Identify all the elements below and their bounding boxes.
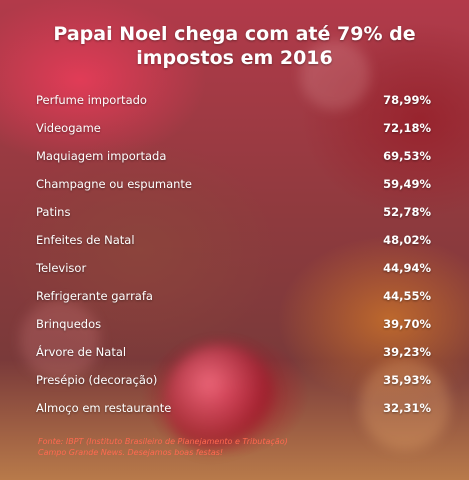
row-label: Patins — [36, 205, 71, 219]
footnote-line-1: Fonte: IBPT (Instituto Brasileiro de Pla… — [38, 437, 288, 446]
row-label: Videogame — [36, 121, 101, 135]
row-label: Presépio (decoração) — [36, 373, 158, 387]
row-value: 39,23% — [383, 345, 431, 359]
row-value: 59,49% — [383, 177, 431, 191]
source-footnote: Fonte: IBPT (Instituto Brasileiro de Pla… — [38, 436, 288, 458]
table-row: Maquiagem importada 69,53% — [0, 146, 469, 166]
table-row: Presépio (decoração) 35,93% — [0, 370, 469, 390]
row-label: Árvore de Natal — [36, 345, 127, 359]
table-row: Perfume importado 78,99% — [0, 90, 469, 110]
footnote-line-2: Campo Grande News. Desejamos boas festas… — [38, 448, 224, 457]
row-value: 44,55% — [383, 289, 431, 303]
chart-title: Papai Noel chega com até 79% de impostos… — [0, 22, 469, 70]
table-row: Videogame 72,18% — [0, 118, 469, 138]
row-value: 39,70% — [383, 317, 431, 331]
table-row: Enfeites de Natal 48,02% — [0, 230, 469, 250]
table-row: Árvore de Natal 39,23% — [0, 342, 469, 362]
row-label: Perfume importado — [36, 93, 147, 107]
row-label: Enfeites de Natal — [36, 233, 135, 247]
row-value: 72,18% — [383, 121, 431, 135]
row-value: 78,99% — [383, 93, 431, 107]
table-row: Champagne ou espumante 59,49% — [0, 174, 469, 194]
row-label: Brinquedos — [36, 317, 102, 331]
row-value: 48,02% — [383, 233, 431, 247]
row-label: Almoço em restaurante — [36, 401, 172, 415]
row-value: 69,53% — [383, 149, 431, 163]
row-value: 35,93% — [383, 373, 431, 387]
row-label: Televisor — [36, 261, 87, 275]
row-value: 32,31% — [383, 401, 431, 415]
table-row: Brinquedos 39,70% — [0, 314, 469, 334]
chart-title-line-2: impostos em 2016 — [136, 47, 333, 69]
row-value: 44,94% — [383, 261, 431, 275]
table-row: Patins 52,78% — [0, 202, 469, 222]
row-label: Refrigerante garrafa — [36, 289, 153, 303]
table-row: Almoço em restaurante 32,31% — [0, 398, 469, 418]
table-row: Televisor 44,94% — [0, 258, 469, 278]
table-row: Refrigerante garrafa 44,55% — [0, 286, 469, 306]
chart-title-line-1: Papai Noel chega com até 79% de — [53, 23, 416, 45]
row-label: Champagne ou espumante — [36, 177, 192, 191]
row-label: Maquiagem importada — [36, 149, 167, 163]
row-value: 52,78% — [383, 205, 431, 219]
